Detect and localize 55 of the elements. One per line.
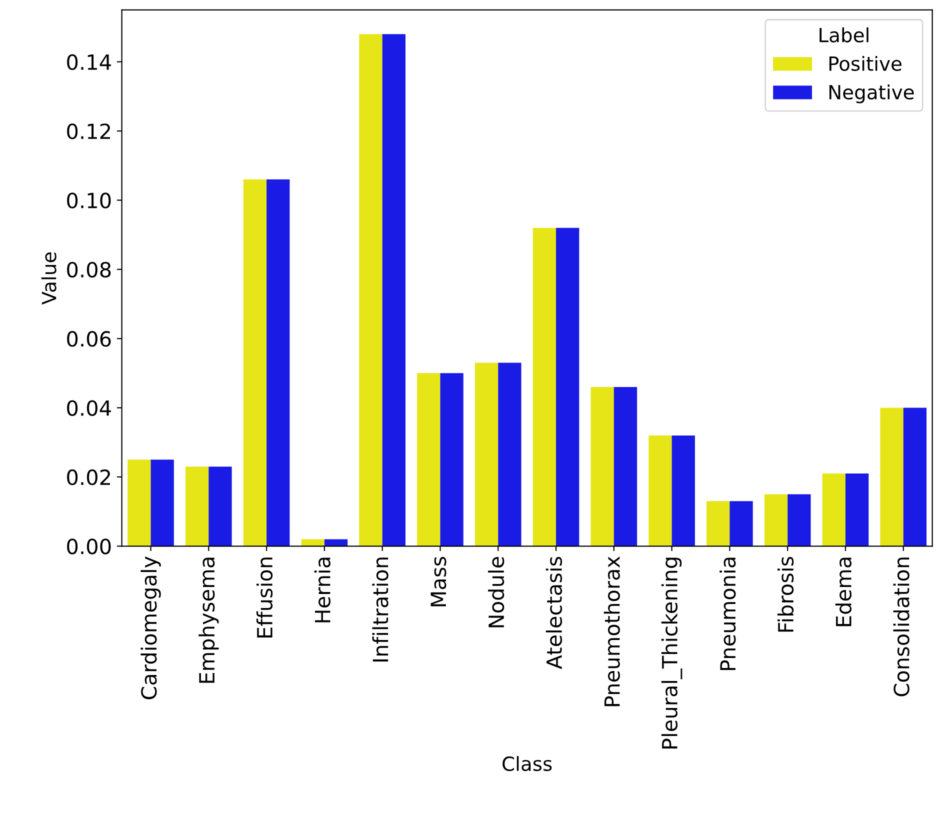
x-tick-label: Consolidation xyxy=(893,558,910,696)
bar xyxy=(788,494,811,546)
bar xyxy=(880,408,904,546)
x-tick-label: Nodule xyxy=(488,556,504,628)
x-tick-label: Edema xyxy=(835,558,852,626)
y-tick-label: 0.00 xyxy=(67,538,111,554)
x-tick-label: Hernia xyxy=(314,558,330,622)
bar xyxy=(185,466,209,546)
x-tick-label: Fibrosis xyxy=(778,556,794,632)
bar xyxy=(764,494,788,546)
bar xyxy=(648,435,672,546)
bar xyxy=(845,473,869,546)
y-tick-label: 0.04 xyxy=(67,400,111,416)
x-tick-label: Pleural_Thickening xyxy=(661,558,682,748)
bar xyxy=(128,460,151,546)
legend-label: Negative xyxy=(829,84,914,104)
legend-label: Positive xyxy=(829,56,902,71)
bar xyxy=(417,373,440,546)
bar xyxy=(903,408,927,546)
y-axis-title: Value xyxy=(41,252,56,305)
bar xyxy=(208,466,232,546)
bar xyxy=(150,460,174,546)
x-tick-label: Emphysema xyxy=(198,558,219,683)
y-tick-label: 0.10 xyxy=(67,192,111,208)
x-tick-label: Cardiomegaly xyxy=(140,556,161,700)
bar xyxy=(266,179,290,546)
y-tick-label: 0.14 xyxy=(67,54,111,70)
bar xyxy=(706,501,730,546)
bar xyxy=(672,435,695,546)
x-tick-label: Atelectasis xyxy=(546,556,562,670)
x-tick-label: Pneumothorax xyxy=(604,556,620,706)
bar xyxy=(498,362,522,546)
y-tick-label: 0.08 xyxy=(67,262,111,278)
bar xyxy=(614,387,638,546)
y-tick-label: 0.06 xyxy=(67,331,111,347)
bar xyxy=(301,539,324,546)
bar xyxy=(556,228,580,546)
bar xyxy=(822,473,846,546)
x-tick-label: Effusion xyxy=(256,558,273,638)
y-tick-label: 0.02 xyxy=(67,469,110,486)
bar xyxy=(324,539,348,546)
legend-title: Label xyxy=(820,27,868,42)
bar xyxy=(730,501,753,546)
bar xyxy=(532,228,556,546)
bar xyxy=(474,362,498,546)
y-tick-label: 0.12 xyxy=(67,123,110,140)
bar xyxy=(440,373,464,546)
x-tick-label: Mass xyxy=(430,556,446,606)
bar xyxy=(243,179,267,546)
x-tick-label: Pneumonia xyxy=(720,558,736,670)
bar xyxy=(382,34,406,546)
bar xyxy=(590,387,614,546)
x-tick-label: Infiltration xyxy=(372,558,388,662)
bar xyxy=(359,34,382,546)
x-axis-title: Class xyxy=(502,756,552,772)
